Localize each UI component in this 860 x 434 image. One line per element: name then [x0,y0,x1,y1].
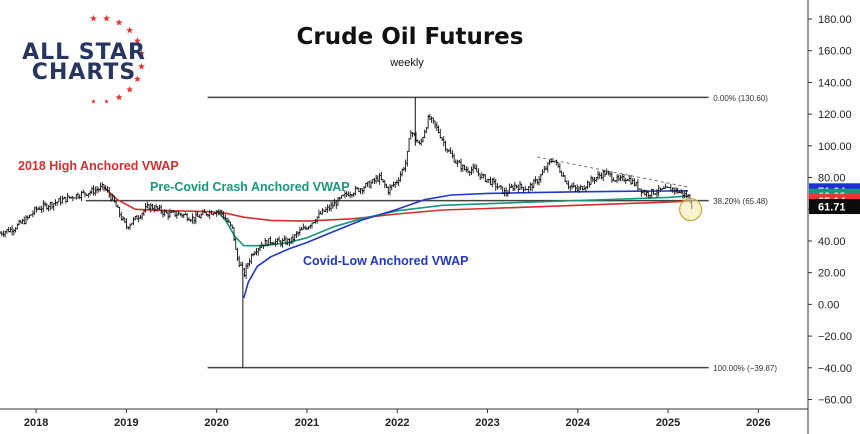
vwap-line-1 [216,195,688,247]
price-label-text: 61.71 [818,202,846,214]
vwap-series [103,186,688,299]
logo-star [138,63,145,70]
y-tick-label: 40.00 [818,236,846,248]
y-tick-label: 160.00 [818,46,852,58]
y-tick-label: 120.00 [818,109,852,121]
all-star-charts-logo: ALL STAR CHARTS [22,14,146,104]
fib-label: 100.00% (−39.87) [713,364,777,373]
y-tick-label: −40.00 [818,363,852,375]
y-tick-label: 20.00 [818,268,846,280]
logo-star [126,26,134,34]
fib-label: 0.00% (130.60) [713,94,768,103]
logo-star [138,49,145,57]
y-tick-label: 180.00 [818,14,852,26]
price-series [0,97,693,368]
logo-star [91,99,96,104]
x-tick-label: 2019 [114,417,138,429]
logo-star [90,14,97,22]
logo-line2: CHARTS [32,60,136,85]
x-axis: 2018 2019 2020 2021 2022 2023 2024 2025 2026 [24,409,771,429]
x-tick-label: 2021 [295,417,319,429]
vwap-line-2 [243,190,688,299]
annotation-pre-covid-vwap: Pre-Covid Crash Anchored VWAP [150,180,350,194]
price-label-box [809,199,860,215]
chart-subtitle: weekly [389,57,424,69]
y-tick-label: 80.00 [818,173,846,185]
logo-star [126,86,134,93]
logo-star [115,19,123,26]
x-tick-label: 2023 [475,417,499,429]
price-labels: 71.6468.2865.1461.71 [809,183,860,215]
logo-star [103,14,110,22]
logo-star [115,93,123,101]
trendline-segment [537,156,689,188]
price-highlight-circle [679,197,703,222]
x-tick-label: 2018 [24,417,48,429]
logo-stars-icon [90,14,145,104]
x-tick-label: 2025 [656,417,680,429]
fib-label: 38.20% (65.48) [713,197,768,206]
x-tick-label: 2026 [746,417,770,429]
annotation-2018-high-vwap: 2018 High Anchored VWAP [18,159,179,173]
price-highlight [679,197,703,222]
y-tick-label: −20.00 [818,331,852,343]
fib-levels: 0.00% (130.60) 38.20% (65.48) 100.00% (−39… [85,94,777,373]
annotation-covid-low-vwap: Covid-Low Anchored VWAP [303,254,469,268]
logo-star [104,99,109,104]
x-tick-label: 2022 [385,417,409,429]
x-tick-label: 2024 [566,417,591,429]
y-tick-label: 100.00 [818,141,852,153]
chart-title: Crude Oil Futures [297,24,524,50]
y-axis: 180.00160.00140.00120.00100.0080.0060.00… [808,14,852,406]
x-tick-label: 2020 [204,417,228,429]
vwap-line-0 [103,186,688,222]
logo-star [134,37,141,44]
y-tick-label: −60.00 [818,394,852,406]
trendline [537,156,689,188]
logo-line1: ALL STAR [22,40,146,65]
y-tick-label: 140.00 [818,77,852,89]
logo-star [134,75,141,82]
y-tick-label: 0.00 [818,299,839,311]
